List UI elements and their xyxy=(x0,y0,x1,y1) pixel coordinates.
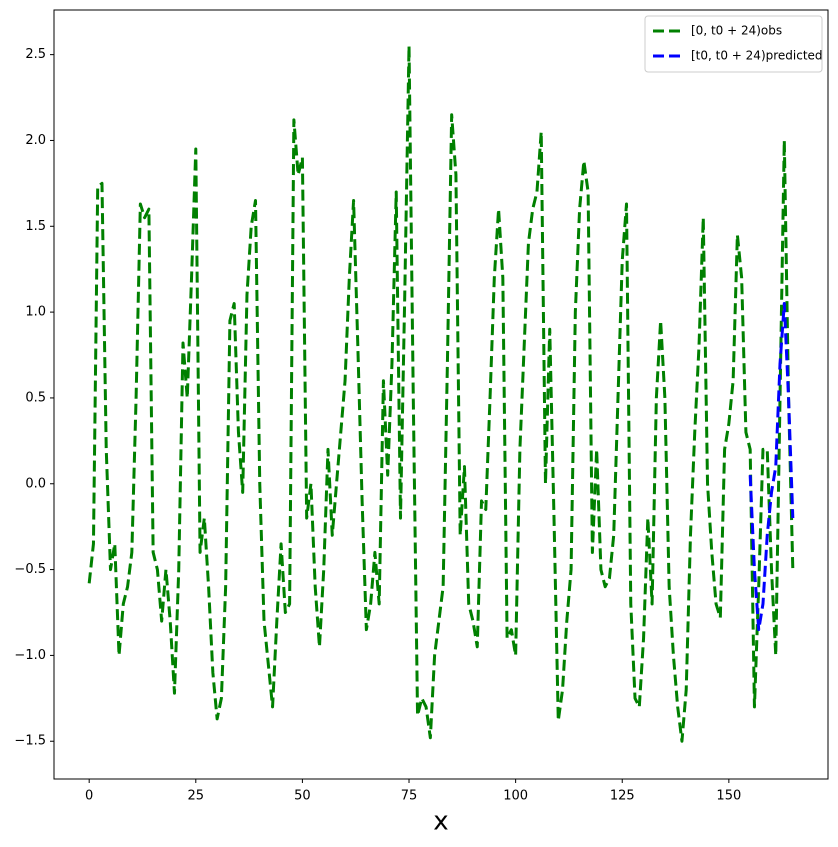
x-tick-label: 25 xyxy=(188,789,205,804)
y-tick-label: 2.5 xyxy=(25,47,46,62)
x-tick-label: 0 xyxy=(85,789,93,804)
plot-frame xyxy=(53,9,829,780)
x-tick-label: 125 xyxy=(610,789,635,804)
legend-label: [t0, t0 + 24)predicted xyxy=(691,49,823,63)
x-tick-label: 150 xyxy=(716,789,741,804)
y-tick-label: −0.5 xyxy=(14,562,46,577)
x-tick-label: 50 xyxy=(294,789,311,804)
x-tick-label: 100 xyxy=(503,789,528,804)
x-tick-label: 75 xyxy=(401,789,418,804)
legend-box xyxy=(644,15,823,73)
y-tick-label: 2.0 xyxy=(25,133,46,148)
legend-label: [0, t0 + 24)obs xyxy=(691,24,782,38)
x-axis-label: x xyxy=(433,807,448,837)
series-line xyxy=(748,302,795,632)
y-tick-label: 1.5 xyxy=(25,219,46,234)
y-tick-label: −1.5 xyxy=(14,734,46,749)
y-tick-label: 1.0 xyxy=(25,305,46,320)
y-tick-label: 0.5 xyxy=(25,390,46,405)
y-tick-label: 0.0 xyxy=(25,476,46,491)
y-tick-label: −1.0 xyxy=(14,648,46,663)
series-line xyxy=(87,44,795,743)
